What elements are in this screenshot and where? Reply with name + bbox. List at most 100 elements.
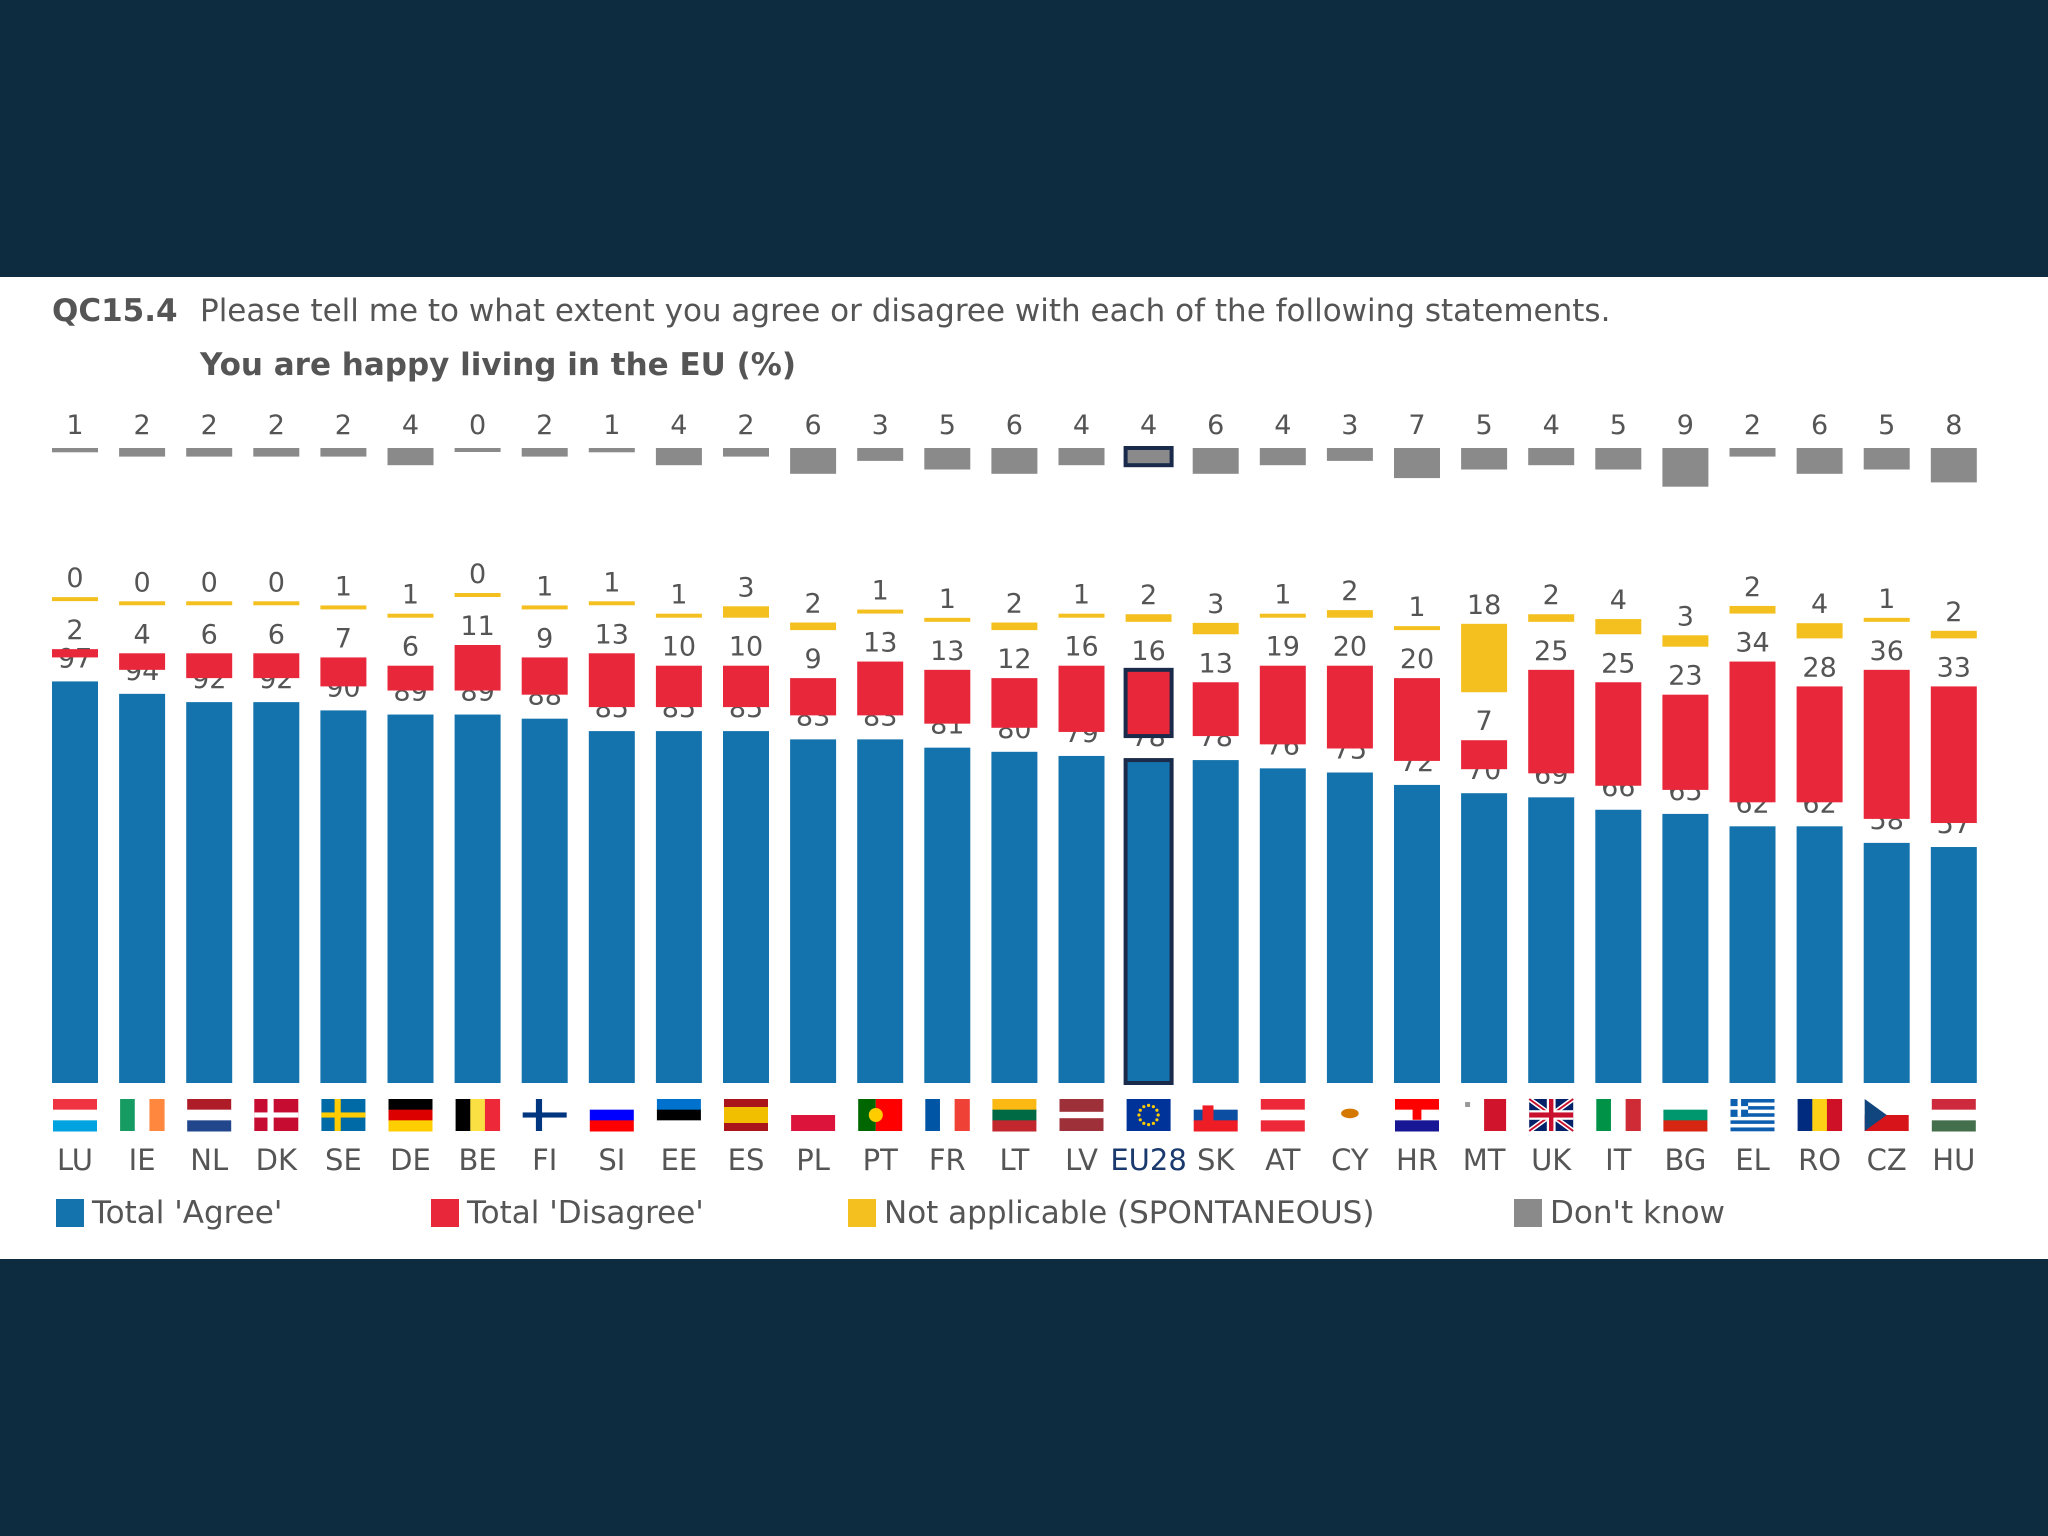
dont-know-bar (387, 448, 434, 466)
disagree-value-label: 25 (1601, 648, 1635, 679)
dont-know-value-label: 3 (1341, 410, 1358, 441)
country-code-label: DE (390, 1143, 431, 1177)
country-code-label: SE (325, 1143, 362, 1177)
dont-know-bar (857, 448, 904, 461)
country-code-label: SI (598, 1143, 625, 1177)
dont-know-bar (1863, 448, 1910, 470)
dont-know-bar (1528, 448, 1575, 466)
greece-flag-icon (1730, 1099, 1775, 1132)
agree-bar (1796, 826, 1843, 1083)
stacked-bar-chart: 97201LU94402IE92602NL92602DK90712SE89614… (52, 410, 1977, 1177)
not-applicable-bar (521, 605, 568, 610)
not-applicable-value-label: 1 (670, 580, 687, 611)
not-applicable-value-label: 1 (536, 571, 553, 602)
not-applicable-bar (655, 613, 702, 618)
country-code-label: SK (1197, 1143, 1235, 1177)
agree-bar (1863, 842, 1910, 1083)
dont-know-bar (253, 448, 300, 457)
disagree-value-label: 34 (1735, 628, 1769, 659)
disagree-value-label: 13 (1199, 648, 1233, 679)
disagree-bar (991, 678, 1038, 728)
disagree-value-label: 23 (1668, 661, 1702, 692)
agree-bar (1595, 809, 1642, 1083)
agree-bar (1259, 768, 1306, 1083)
country-code-label: ES (728, 1143, 765, 1177)
country-code-label: CZ (1867, 1143, 1907, 1177)
agree-bar (1123, 758, 1174, 1085)
not-applicable-bar (1528, 614, 1575, 622)
dont-know-value-label: 5 (939, 410, 956, 441)
not-applicable-value-label: 2 (805, 589, 822, 620)
country-code-label: LV (1065, 1143, 1098, 1177)
dont-know-value-label: 2 (268, 410, 285, 441)
agree-bar (1930, 847, 1977, 1083)
country-code-label: EE (661, 1143, 698, 1177)
agree-bar (1058, 755, 1105, 1083)
disagree-bar (1326, 665, 1373, 749)
not-applicable-bar (454, 593, 501, 597)
disagree-value-label: 36 (1870, 636, 1904, 667)
not-applicable-bar (253, 601, 300, 606)
not-applicable-bar (1595, 619, 1642, 635)
disagree-value-label: 11 (460, 611, 494, 642)
not-applicable-bar (1461, 623, 1508, 693)
dont-know-bar (1058, 448, 1105, 466)
not-applicable-bar (1729, 605, 1776, 614)
portugal-flag-icon (858, 1099, 903, 1131)
agree-bar (1394, 784, 1440, 1083)
disagree-value-label: 10 (662, 632, 696, 663)
agree-bar (723, 731, 769, 1083)
not-applicable-value-label: 0 (201, 567, 218, 598)
country-code-label: DK (256, 1143, 298, 1177)
not-applicable-bar (1058, 613, 1105, 618)
belgium-flag-icon (455, 1099, 501, 1131)
agree-bar (924, 747, 971, 1083)
country-code-label: CY (1331, 1143, 1369, 1177)
not-applicable-bar (723, 606, 769, 618)
country-code-label: IT (1605, 1143, 1632, 1177)
disagree-value-label: 20 (1333, 632, 1367, 663)
disagree-bar (1394, 678, 1440, 761)
not-applicable-bar (52, 597, 98, 602)
dont-know-bar (1192, 448, 1239, 474)
agree-bar (253, 702, 300, 1083)
not-applicable-bar (1259, 613, 1306, 618)
romania-flag-icon (1797, 1099, 1843, 1131)
not-applicable-value-label: 1 (872, 576, 889, 607)
disagree-value-label: 2 (66, 615, 83, 646)
dont-know-bar (52, 448, 98, 453)
italy-flag-icon (1596, 1099, 1641, 1131)
agree-bar (1528, 797, 1575, 1083)
disagree-value-label: 20 (1400, 644, 1434, 675)
dont-know-value-label: 0 (469, 410, 486, 441)
agree-bar (387, 714, 434, 1083)
disagree-value-label: 6 (402, 632, 419, 663)
slovakia-flag-icon (1193, 1099, 1238, 1132)
dont-know-bar (1796, 448, 1843, 474)
question-code: QC15.4 (52, 293, 178, 329)
dont-know-value-label: 4 (670, 410, 687, 441)
disagree-bar (924, 669, 971, 724)
dont-know-bar (1123, 446, 1174, 468)
dont-know-bar (1461, 448, 1508, 470)
dont-know-bar (588, 448, 635, 453)
denmark-flag-icon (254, 1099, 299, 1131)
legend: Total 'Agree' Total 'Disagree' Not applica… (56, 1195, 2036, 1239)
dont-know-value-label: 3 (872, 410, 889, 441)
disagree-bar (1192, 682, 1239, 737)
disagree-value-label: 7 (335, 623, 352, 654)
malta-flag-icon (1462, 1099, 1507, 1131)
not-applicable-bar (857, 609, 904, 614)
disagree-value-label: 16 (1064, 632, 1098, 663)
dont-know-value-label: 5 (1476, 410, 1493, 441)
disagree-bar (1058, 665, 1105, 732)
country-code-label: LT (999, 1143, 1029, 1177)
disagree-value-label: 13 (930, 636, 964, 667)
legend-item: Total 'Disagree' (431, 1195, 704, 1231)
country-code-label: BE (458, 1143, 496, 1177)
disagree-value-label: 7 (1476, 706, 1493, 737)
disagree-value-label: 16 (1131, 636, 1165, 667)
disagree-value-label: 9 (536, 623, 553, 654)
disagree-bar (1930, 686, 1977, 824)
ireland-flag-icon (120, 1099, 165, 1131)
